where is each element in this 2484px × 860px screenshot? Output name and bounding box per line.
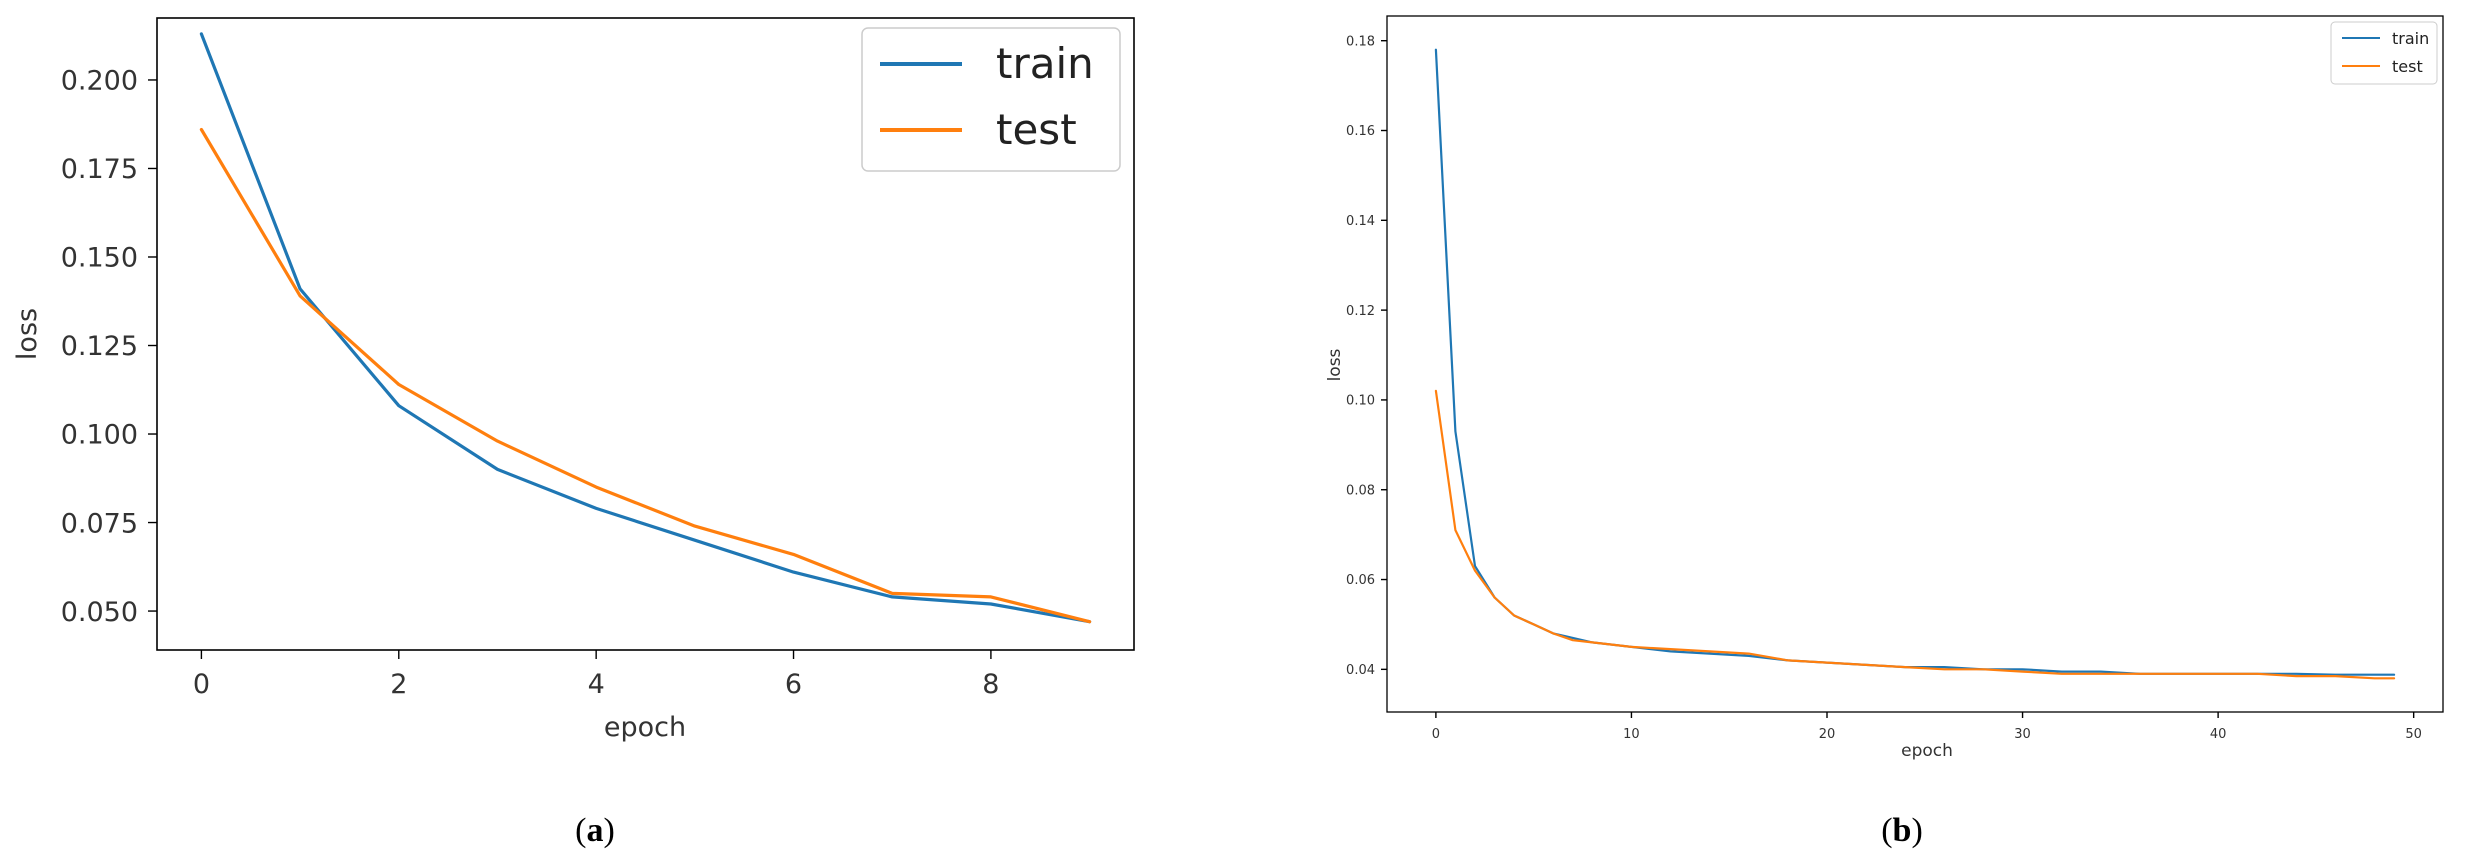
chart-a-ytick-label: 0.075 [61, 508, 138, 539]
chart-b-series [1434, 48, 2396, 680]
chart-a-xtick-label: 8 [982, 669, 999, 700]
chart-a-legend: train test [861, 27, 1121, 172]
chart-b-ylabel: loss [1325, 348, 1345, 381]
chart-b-caption-letter: b [1893, 812, 1912, 849]
chart-b-xlabel: epoch [1901, 741, 1953, 761]
chart-a-plot-frame [156, 17, 1135, 651]
chart-b-series-test-line [1434, 389, 2396, 680]
chart-a-xtick-label: 0 [193, 669, 210, 700]
chart-a-y-ticks: 0.050 0.075 0.100 0.125 0.150 0.175 0.200 [61, 66, 157, 628]
chart-b-ytick-label: 0.06 [1346, 573, 1375, 588]
chart-b-ytick-label: 0.04 [1346, 663, 1375, 678]
chart-a-caption-letter: a [587, 812, 604, 849]
chart-b: 0.04 0.06 0.08 0.10 0.12 0.14 0.16 0.18 0 10 20 30… [1325, 15, 2444, 849]
chart-b-x-ticks: 0 10 20 30 40 50 [1432, 712, 2422, 742]
chart-a-ylabel: loss [12, 308, 43, 360]
chart-b-xtick-label: 30 [2014, 727, 2031, 742]
chart-b-ytick-label: 0.10 [1346, 394, 1375, 409]
chart-a-xlabel: epoch [604, 712, 686, 743]
chart-a-legend-train-label: train [996, 39, 1094, 88]
chart-b-xtick-label: 40 [2210, 727, 2227, 742]
chart-b-ytick-label: 0.18 [1346, 34, 1375, 49]
chart-b-xtick-label: 50 [2405, 727, 2422, 742]
chart-b-series-train-line [1434, 48, 2396, 676]
chart-a-ytick-label: 0.100 [61, 420, 138, 451]
chart-b-xtick-label: 20 [1819, 727, 1836, 742]
chart-a-caption: (a) [575, 812, 615, 849]
chart-b-legend-train-label: train [2392, 29, 2429, 48]
chart-b-ytick-label: 0.08 [1346, 483, 1375, 498]
chart-b-caption: (b) [1881, 812, 1923, 849]
chart-b-xtick-label: 10 [1623, 727, 1640, 742]
chart-b-plot-frame [1386, 15, 2444, 713]
chart-a-ytick-label: 0.200 [61, 66, 138, 97]
chart-a-series-test-line [199, 127, 1092, 624]
chart-a-series [199, 32, 1092, 624]
chart-a-ytick-label: 0.050 [61, 597, 138, 628]
chart-a-xtick-label: 6 [785, 669, 802, 700]
chart-a-series-train-line [199, 32, 1092, 624]
chart-a-x-ticks: 0 2 4 6 8 [193, 650, 999, 700]
chart-b-y-ticks: 0.04 0.06 0.08 0.10 0.12 0.14 0.16 0.18 [1346, 34, 1387, 678]
chart-a-xtick-label: 2 [390, 669, 407, 700]
chart-a-ytick-label: 0.175 [61, 154, 138, 185]
chart-b-ytick-label: 0.16 [1346, 124, 1375, 139]
chart-a-ytick-label: 0.125 [61, 331, 138, 362]
chart-a-ytick-label: 0.150 [61, 243, 138, 274]
chart-a-xtick-label: 4 [588, 669, 605, 700]
chart-b-ytick-label: 0.12 [1346, 304, 1375, 319]
chart-b-xtick-label: 0 [1432, 727, 1440, 742]
chart-b-ytick-label: 0.14 [1346, 214, 1375, 229]
chart-a-legend-test-label: test [996, 105, 1077, 154]
chart-b-legend: train test [2330, 21, 2438, 85]
chart-b-legend-test-label: test [2392, 57, 2423, 76]
chart-a: 0.050 0.075 0.100 0.125 0.150 0.175 0.200 0 2 4 6… [12, 17, 1135, 849]
